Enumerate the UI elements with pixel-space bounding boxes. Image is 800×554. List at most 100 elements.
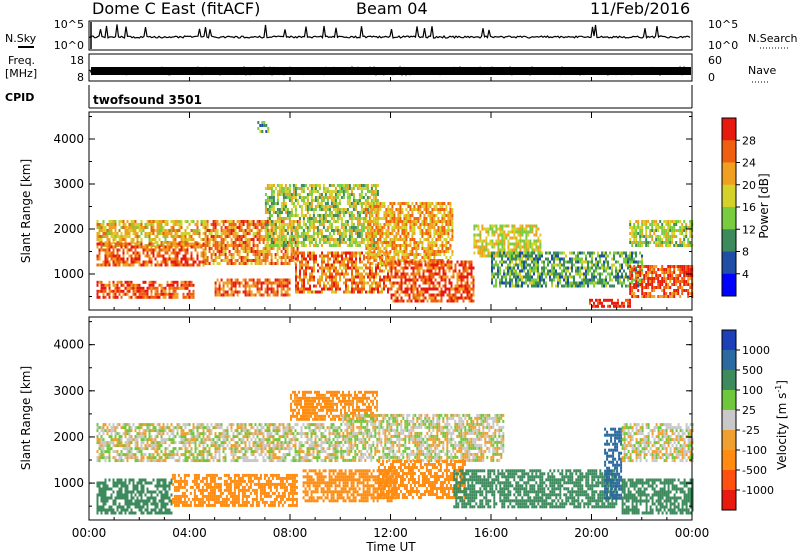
heatmap-cell: [659, 226, 662, 229]
heatmap-cell: [162, 286, 165, 290]
heatmap-cell: [282, 220, 285, 223]
heatmap-cell: [158, 295, 161, 299]
heatmap-cell: [621, 275, 623, 279]
heatmap-cell: [297, 251, 299, 255]
heatmap-cell: [444, 287, 447, 291]
heatmap-cell: [126, 260, 129, 264]
heatmap-cell: [472, 278, 475, 282]
heatmap-cell: [403, 202, 406, 205]
heatmap-cell: [385, 244, 388, 247]
heatmap-cell: [415, 208, 418, 211]
heatmap-cell: [311, 254, 313, 258]
heatmap-cell: [531, 251, 533, 255]
heatmap-cell: [435, 238, 438, 241]
heatmap-cell: [368, 190, 371, 193]
heatmap-cell: [300, 208, 303, 211]
heatmap-cell: [138, 295, 141, 299]
heatmap-cell: [579, 281, 581, 285]
heatmap-cell: [445, 229, 448, 232]
heatmap-cell: [270, 193, 273, 196]
heatmap-cell: [200, 254, 203, 258]
heatmap-cell: [176, 245, 179, 249]
heatmap-cell: [355, 260, 357, 264]
heatmap-cell: [120, 295, 123, 299]
heatmap-cell: [551, 272, 553, 276]
heatmap-cell: [216, 244, 219, 247]
heatmap-cell: [334, 208, 337, 211]
heatmap-cell: [442, 275, 445, 279]
heatmap-cell: [427, 253, 430, 256]
heatmap-cell: [537, 263, 539, 267]
heatmap-cell: [288, 193, 291, 196]
heatmap-cell: [433, 223, 436, 226]
heatmap-cell: [619, 269, 621, 273]
heatmap-cell: [284, 238, 287, 241]
heatmap-cell: [661, 232, 664, 235]
heatmap-cell: [294, 211, 297, 214]
heatmap-cell: [443, 244, 446, 247]
heatmap-cell: [214, 226, 217, 229]
heatmap-cell: [160, 263, 163, 267]
heatmap-cell: [577, 284, 579, 288]
heatmap-cell: [531, 227, 534, 231]
heatmap-cell: [310, 217, 313, 220]
heatmap-cell: [365, 226, 368, 229]
heatmap-cell: [501, 281, 503, 285]
heatmap-cell: [507, 263, 509, 267]
heatmap-cell: [363, 254, 365, 258]
heatmap-cell: [387, 275, 389, 279]
heatmap-cell: [399, 217, 402, 220]
heatmap-cell: [391, 244, 394, 247]
heatmap-cell: [190, 295, 193, 299]
heatmap-cell: [419, 238, 422, 241]
heatmap-cell: [387, 253, 390, 256]
heatmap-cell: [176, 235, 179, 238]
heatmap-cell: [613, 257, 615, 261]
heatmap-cell: [106, 263, 109, 267]
heatmap-cell: [238, 226, 241, 229]
heatmap-cell: [383, 284, 385, 288]
heatmap-cell: [423, 250, 426, 253]
heatmap-cell: [108, 245, 111, 249]
heatmap-cell: [356, 223, 359, 226]
heatmap-cell: [432, 296, 435, 300]
heatmap-cell: [248, 284, 251, 288]
heatmap-cell: [298, 226, 301, 229]
heatmap-cell: [186, 280, 189, 284]
heatmap-cell: [360, 205, 363, 208]
heatmap-cell: [124, 263, 127, 267]
heatmap-cell: [333, 275, 335, 279]
heatmap-cell: [405, 244, 408, 247]
heatmap-cell: [629, 232, 632, 235]
heatmap-cell: [409, 226, 412, 229]
heatmap-cell: [422, 293, 425, 297]
heatmap-cell: [306, 193, 309, 196]
heatmap-cell: [134, 235, 137, 238]
heatmap-cell: [671, 232, 674, 235]
heatmap-cell: [331, 272, 333, 276]
heatmap-cell: [369, 229, 372, 232]
heatmap-cell: [104, 289, 107, 293]
heatmap-cell: [337, 260, 339, 264]
heatmap-cell: [569, 260, 571, 264]
heatmap-cell: [345, 266, 347, 270]
heatmap-cell: [236, 259, 239, 262]
heatmap-cell: [342, 235, 345, 238]
heatmap-cell: [507, 239, 510, 243]
heatmap-cell: [418, 296, 421, 300]
heatmap-cell: [391, 229, 394, 232]
heatmap-cell: [270, 187, 273, 190]
heatmap-cell: [338, 202, 341, 205]
heatmap-cell: [100, 248, 103, 252]
heatmap-cell: [635, 229, 638, 232]
heatmap-cell: [328, 190, 331, 193]
heatmap-cell: [266, 241, 269, 244]
heatmap-cell: [200, 223, 203, 226]
heatmap-cell: [114, 223, 117, 226]
heatmap-cell: [505, 236, 508, 240]
heatmap-cell: [372, 193, 375, 196]
heatmap-cell: [497, 263, 499, 267]
heatmap-cell: [311, 275, 313, 279]
heatmap-cell: [357, 284, 359, 288]
heatmap-cell: [254, 253, 257, 256]
